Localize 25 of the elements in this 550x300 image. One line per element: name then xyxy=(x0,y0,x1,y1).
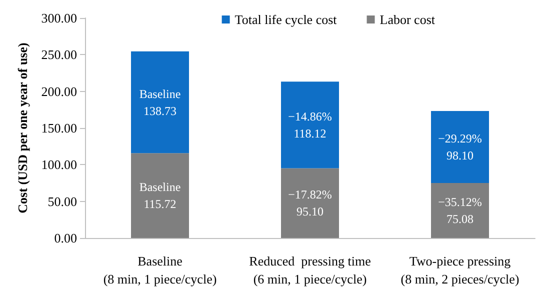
x-tick-label: Baseline (8 min, 1 piece/cycle) xyxy=(103,254,217,286)
bar xyxy=(131,51,189,154)
y-axis-title: Cost (USD per one year of use) xyxy=(15,42,30,214)
data-label: Baseline 138.73 xyxy=(139,86,181,118)
x-tick-label: Reduced pressing time (6 min, 1 piece/cycle) xyxy=(249,254,372,286)
y-tick-label: 250.00 xyxy=(41,47,77,62)
y-tick-label: 50.00 xyxy=(48,194,77,209)
data-label: −14.86% 118.12 xyxy=(288,109,332,140)
bar xyxy=(431,111,489,183)
data-label: −35.12% 75.08 xyxy=(438,194,482,226)
y-tick-label: 200.00 xyxy=(41,84,77,99)
data-label: −29.29% 98.10 xyxy=(438,131,482,162)
bar xyxy=(281,168,339,238)
bar xyxy=(131,153,189,238)
bar xyxy=(431,182,489,238)
y-tick-label: 0.00 xyxy=(54,230,77,246)
data-label: −17.82% 95.10 xyxy=(288,188,332,219)
data-label: Baseline 115.72 xyxy=(139,180,181,212)
y-tick-label: 150.00 xyxy=(41,120,77,136)
legend-label: Labor cost xyxy=(380,12,436,27)
x-tick-label: Two-piece pressing (8 min, 2 pieces/cycle) xyxy=(400,254,520,286)
legend-label: Total life cycle cost xyxy=(234,12,338,27)
bar xyxy=(281,82,339,168)
y-tick-label: 300.00 xyxy=(41,10,77,26)
y-tick-label: 100.00 xyxy=(41,157,77,172)
